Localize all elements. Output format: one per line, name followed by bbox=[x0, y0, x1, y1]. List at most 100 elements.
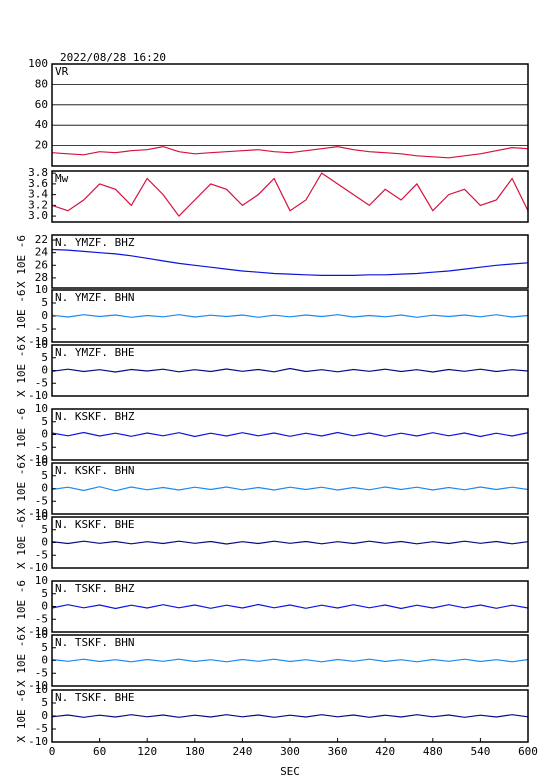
y-tick-label: -10 bbox=[28, 735, 48, 748]
trace bbox=[52, 486, 528, 492]
x-tick-label: 60 bbox=[93, 745, 106, 758]
y-tick-label: 3.8 bbox=[28, 166, 48, 179]
y-tick-label: 10 bbox=[35, 338, 48, 351]
y-tick-label: -10 bbox=[28, 453, 48, 466]
trace bbox=[52, 172, 528, 218]
y-axis-label: X 10E -6 bbox=[15, 580, 28, 633]
x-tick-label: 540 bbox=[470, 745, 490, 758]
y-axis-label: X 10E -6 bbox=[15, 235, 28, 288]
y-tick-label: 10 bbox=[35, 283, 48, 296]
trace bbox=[52, 248, 528, 276]
y-axis-label: X 10E -6 bbox=[15, 408, 28, 461]
y-tick-label: 5 bbox=[41, 696, 48, 709]
y-tick-label: 3.6 bbox=[28, 177, 48, 190]
trace bbox=[52, 431, 528, 438]
title: 2022/08/28 16:20 bbox=[60, 51, 166, 64]
y-tick-label: -5 bbox=[35, 548, 48, 561]
panel-frame bbox=[51, 516, 529, 569]
y-axis-label: X 10E -6 bbox=[15, 290, 28, 343]
y-tick-label: -5 bbox=[35, 494, 48, 507]
y-tick-label: -5 bbox=[35, 440, 48, 453]
x-axis-label: SEC bbox=[280, 765, 300, 778]
y-tick-label: 60 bbox=[35, 98, 48, 111]
trace bbox=[52, 603, 528, 610]
panel-frame bbox=[51, 462, 529, 515]
x-tick-label: 120 bbox=[137, 745, 157, 758]
y-tick-label: 3.2 bbox=[28, 198, 48, 211]
y-tick-label: 20 bbox=[35, 139, 48, 152]
y-tick-label: 10 bbox=[35, 683, 48, 696]
y-tick-label: 3.0 bbox=[28, 209, 48, 222]
y-tick-label: 0 bbox=[41, 709, 48, 722]
trace bbox=[52, 367, 528, 373]
y-axis-label: X 10E -6 bbox=[15, 634, 28, 687]
panel-label: N. TSKF. BHN bbox=[55, 636, 134, 649]
y-tick-label: 10 bbox=[35, 628, 48, 641]
y-tick-label: 10 bbox=[35, 574, 48, 587]
x-tick-label: 180 bbox=[185, 745, 205, 758]
x-tick-label: 480 bbox=[423, 745, 443, 758]
y-tick-label: 0 bbox=[41, 309, 48, 322]
panel-frame bbox=[51, 289, 529, 343]
y-tick-label: 5 bbox=[41, 415, 48, 428]
y-axis-label: X 10E -6 bbox=[15, 344, 28, 397]
y-tick-label: -5 bbox=[35, 376, 48, 389]
y-tick-label: -10 bbox=[28, 561, 48, 574]
panel-label: N. KSKF. BHE bbox=[55, 518, 134, 531]
panel-label: N. KSKF. BHZ bbox=[55, 410, 135, 423]
y-tick-label: 5 bbox=[41, 641, 48, 654]
panel-frame bbox=[51, 344, 529, 397]
y-tick-label: -10 bbox=[28, 625, 48, 638]
panel-label: VR bbox=[55, 65, 69, 78]
y-axis-label: X 10E -6 bbox=[15, 462, 28, 515]
x-tick-label: 240 bbox=[232, 745, 252, 758]
trace bbox=[52, 145, 528, 159]
y-tick-label: -5 bbox=[35, 666, 48, 679]
y-tick-label: 5 bbox=[41, 587, 48, 600]
y-tick-label: 5 bbox=[41, 351, 48, 364]
panel-label: N. TSKF. BHZ bbox=[55, 582, 135, 595]
x-tick-label: 420 bbox=[375, 745, 395, 758]
panel-label: Mw bbox=[55, 172, 69, 185]
y-tick-label: -5 bbox=[35, 722, 48, 735]
x-tick-label: 600 bbox=[518, 745, 538, 758]
y-tick-label: -10 bbox=[28, 679, 48, 692]
y-tick-label: 0 bbox=[41, 654, 48, 667]
panel-frame bbox=[51, 170, 529, 223]
panel-frame bbox=[51, 234, 529, 289]
trace bbox=[52, 658, 528, 663]
y-tick-label: 10 bbox=[35, 456, 48, 469]
y-tick-label: -10 bbox=[28, 335, 48, 348]
y-tick-label: -10 bbox=[28, 389, 48, 402]
y-tick-label: 0 bbox=[41, 600, 48, 613]
y-tick-label: 5 bbox=[41, 469, 48, 482]
panel-frame bbox=[51, 580, 529, 633]
x-tick-label: 300 bbox=[280, 745, 300, 758]
panel-label: N. YMZF. BHZ bbox=[55, 236, 135, 249]
y-tick-label: -5 bbox=[35, 322, 48, 335]
panel-frame bbox=[51, 408, 529, 461]
y-tick-label: 5 bbox=[41, 296, 48, 309]
y-axis-label: X 10E -6 bbox=[15, 516, 28, 569]
y-tick-label: 0 bbox=[41, 482, 48, 495]
trace bbox=[52, 540, 528, 545]
trace bbox=[52, 714, 528, 718]
panel-label: N. KSKF. BHN bbox=[55, 464, 134, 477]
y-tick-label: 24 bbox=[35, 246, 49, 259]
panel-frame bbox=[51, 634, 529, 687]
y-tick-label: 22 bbox=[35, 233, 48, 246]
y-tick-label: 10 bbox=[35, 510, 48, 523]
y-tick-label: 80 bbox=[35, 77, 48, 90]
x-tick-label: 0 bbox=[49, 745, 56, 758]
y-tick-label: -10 bbox=[28, 507, 48, 520]
x-tick-label: 360 bbox=[328, 745, 348, 758]
y-tick-label: 0 bbox=[41, 428, 48, 441]
y-tick-label: 5 bbox=[41, 523, 48, 536]
y-tick-label: 10 bbox=[35, 402, 48, 415]
y-tick-label: 26 bbox=[35, 258, 48, 271]
trace bbox=[52, 314, 528, 318]
y-tick-label: 0 bbox=[41, 364, 48, 377]
y-tick-label: 3.4 bbox=[28, 188, 48, 201]
y-tick-label: 0 bbox=[41, 536, 48, 549]
